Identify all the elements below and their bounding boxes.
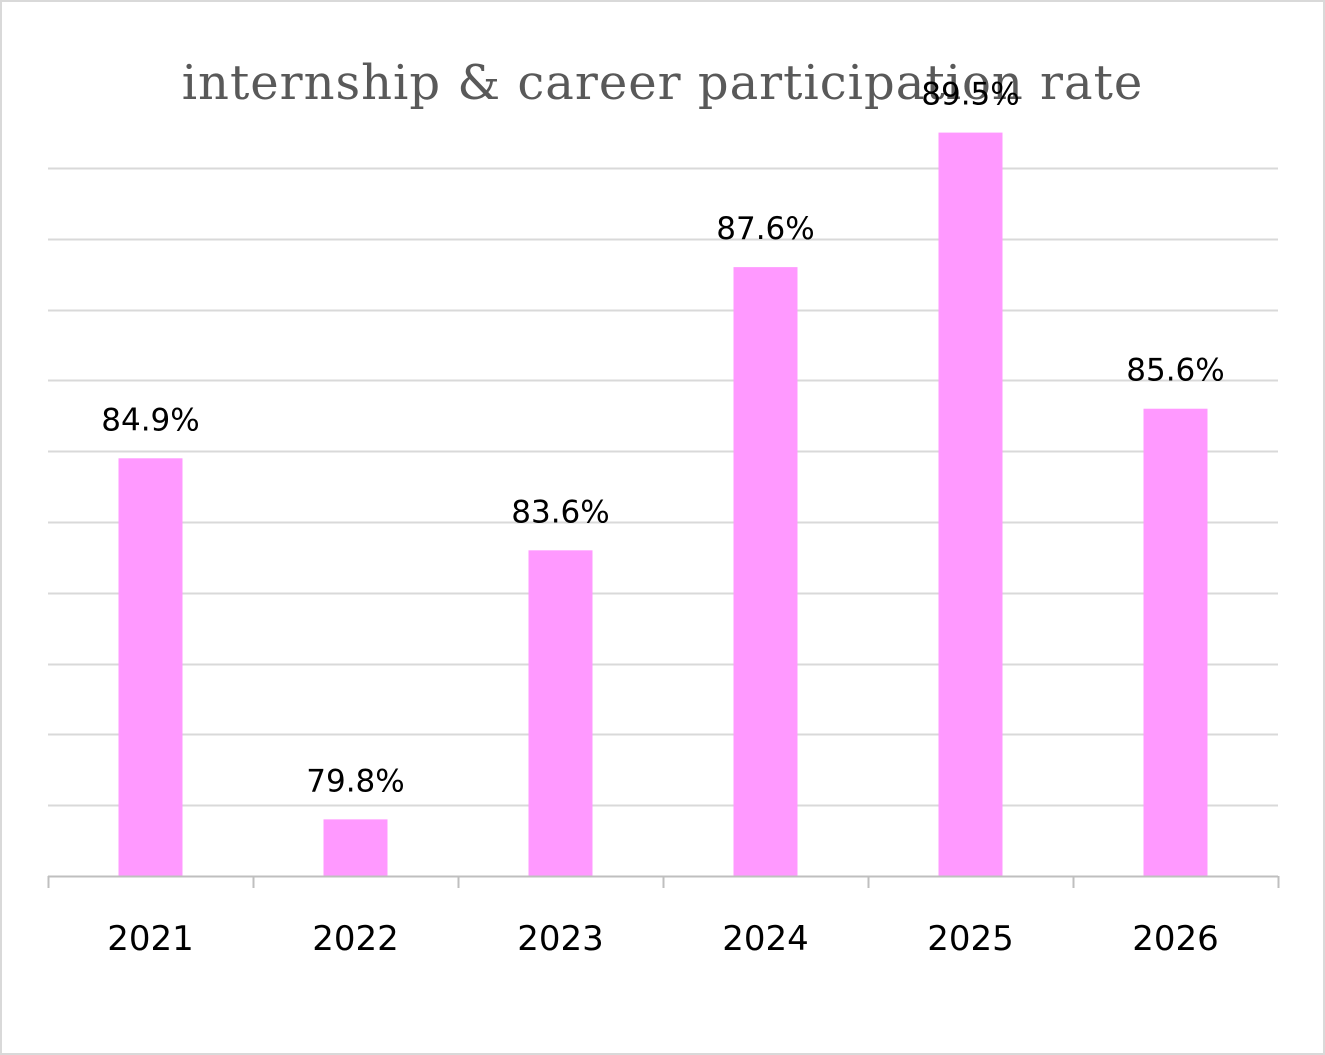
bar-2024 (733, 267, 798, 876)
x-tick-labels: 2021 2022 2023 2024 2025 2026 (107, 919, 1219, 959)
x-tick-label: 2022 (312, 919, 399, 959)
data-label: 84.9% (101, 402, 199, 438)
bar-2021 (118, 458, 183, 876)
bars (118, 132, 1208, 877)
x-tick-label: 2026 (1132, 919, 1219, 959)
x-axis (47, 875, 1280, 888)
data-label: 79.8% (306, 763, 404, 799)
x-tick-label: 2023 (517, 919, 604, 959)
gridlines (48, 167, 1278, 807)
x-tick-label: 2025 (927, 919, 1014, 959)
data-label: 83.6% (511, 494, 609, 530)
x-tick-label: 2021 (107, 919, 194, 959)
bar-2023 (528, 550, 593, 876)
data-label: 89.5% (921, 77, 1019, 113)
bar-2026 (1143, 408, 1208, 876)
data-label: 87.6% (716, 211, 814, 247)
data-label: 85.6% (1126, 353, 1224, 389)
bar-2025 (938, 132, 1003, 877)
data-labels: 84.9% 79.8% 83.6% 87.6% 89.5% 85.6% (101, 77, 1224, 800)
chart-title: internship & career participation rate (181, 55, 1144, 111)
bar-2022 (323, 819, 388, 876)
x-tick-label: 2024 (722, 919, 809, 959)
